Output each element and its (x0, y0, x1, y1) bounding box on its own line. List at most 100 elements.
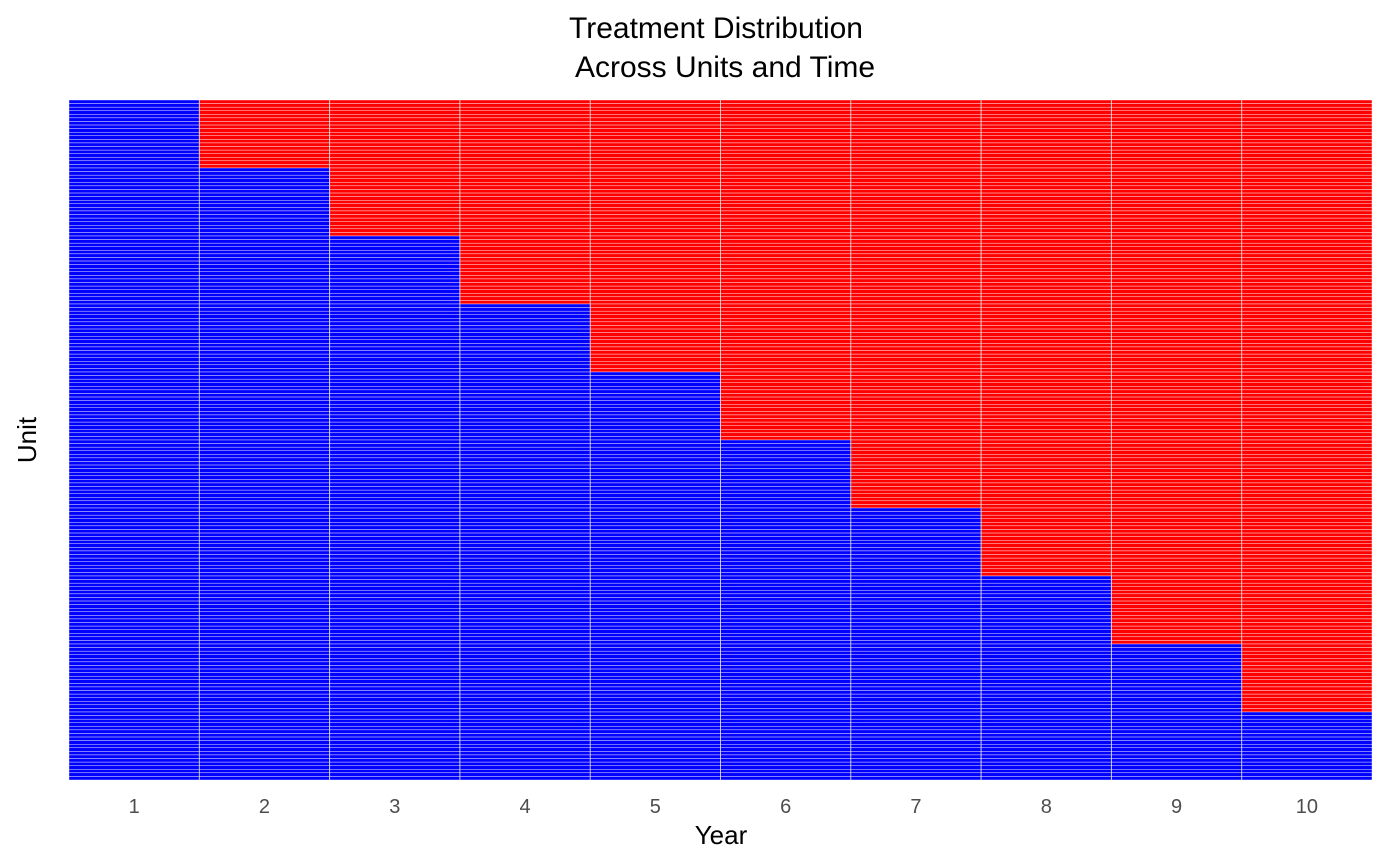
heatmap-cell-treated (459, 285, 591, 290)
heatmap-cell-treated (980, 296, 1112, 301)
heatmap-cell-treated (980, 396, 1112, 401)
heatmap-cell-treated (459, 146, 591, 151)
heatmap-cell-untreated (459, 754, 591, 759)
heatmap-cell-untreated (850, 744, 982, 748)
heatmap-cell-untreated (720, 568, 852, 573)
heatmap-cell-untreated (68, 357, 200, 362)
heatmap-cell-treated (720, 132, 852, 136)
heatmap-cell-treated (980, 314, 1112, 319)
heatmap-cell-treated (590, 239, 721, 244)
heatmap-cell-treated (1241, 257, 1373, 262)
heatmap-cell-untreated (68, 407, 200, 412)
heatmap-cell-untreated (199, 776, 330, 781)
heatmap-cell-treated (1241, 217, 1373, 222)
heatmap-cell-treated (590, 189, 721, 194)
heatmap-cell-treated (720, 167, 852, 172)
heatmap-cell-untreated (720, 733, 852, 738)
heatmap-cell-treated (1111, 404, 1242, 408)
heatmap-cell-treated (590, 289, 721, 294)
heatmap-cell-untreated (68, 489, 200, 494)
heatmap-cell-untreated (1111, 686, 1242, 691)
heatmap-cell-treated (1111, 293, 1242, 298)
heatmap-cell-untreated (68, 726, 200, 731)
heatmap-cell-untreated (459, 407, 591, 412)
heatmap-cell-untreated (329, 686, 461, 691)
heatmap-cell-treated (980, 160, 1112, 165)
heatmap-cell-untreated (68, 246, 200, 251)
heatmap-cell-treated (1111, 157, 1242, 162)
heatmap-cell-untreated (1111, 704, 1242, 709)
heatmap-cell-untreated (1111, 711, 1242, 716)
heatmap-cell-treated (329, 117, 461, 122)
heatmap-cell-treated (720, 110, 852, 115)
heatmap-cell-treated (329, 135, 461, 140)
heatmap-cell-treated (720, 418, 852, 423)
heatmap-cell-untreated (199, 690, 330, 695)
heatmap-cell-untreated (590, 582, 721, 587)
heatmap-cell-treated (1241, 264, 1373, 269)
heatmap-cell-treated (1241, 486, 1373, 491)
heatmap-cell-treated (590, 368, 721, 373)
heatmap-cell-treated (1241, 421, 1373, 426)
heatmap-cell-untreated (590, 708, 721, 713)
heatmap-cell-treated (329, 103, 461, 108)
heatmap-cell-untreated (199, 300, 330, 305)
heatmap-cell-treated (850, 375, 982, 380)
heatmap-cell-untreated (68, 622, 200, 627)
heatmap-cell-untreated (199, 550, 330, 555)
heatmap-cell-treated (199, 164, 330, 169)
heatmap-cell-treated (1111, 264, 1242, 269)
heatmap-cell-untreated (68, 479, 200, 484)
heatmap-cell-treated (1241, 654, 1373, 659)
heatmap-cell-untreated (68, 693, 200, 698)
heatmap-cell-treated (980, 346, 1112, 351)
heatmap-cell-treated (590, 257, 721, 262)
heatmap-cell-treated (329, 164, 461, 169)
heatmap-cell-treated (459, 275, 591, 280)
heatmap-cell-treated (1241, 242, 1373, 247)
heatmap-cell-untreated (68, 386, 200, 391)
heatmap-cell-treated (720, 246, 852, 251)
heatmap-cell-untreated (68, 242, 200, 247)
heatmap-cell-untreated (980, 711, 1112, 716)
heatmap-cell-treated (1111, 300, 1242, 305)
heatmap-cell-treated (980, 371, 1112, 376)
heatmap-cell-untreated (459, 378, 591, 383)
heatmap-cell-treated (459, 139, 591, 144)
heatmap-cell-untreated (199, 214, 330, 219)
heatmap-cell-untreated (720, 600, 852, 605)
heatmap-cell-untreated (590, 726, 721, 731)
heatmap-cell-untreated (590, 672, 721, 677)
heatmap-cell-treated (720, 289, 852, 294)
heatmap-cell-untreated (68, 500, 200, 505)
heatmap-cell-treated (1111, 246, 1242, 251)
heatmap-cell-untreated (720, 658, 852, 663)
heatmap-cell-untreated (980, 754, 1112, 759)
heatmap-cell-untreated (329, 339, 461, 344)
heatmap-cell-treated (1241, 582, 1373, 587)
heatmap-cell-treated (1111, 285, 1242, 290)
heatmap-cell-untreated (850, 540, 982, 544)
heatmap-cell-untreated (199, 625, 330, 630)
heatmap-cell-treated (850, 189, 982, 194)
heatmap-cell-treated (1241, 693, 1373, 698)
heatmap-cell-treated (1241, 336, 1373, 340)
heatmap-cell-treated (590, 336, 721, 340)
heatmap-cell-untreated (850, 726, 982, 731)
heatmap-cell-untreated (199, 540, 330, 544)
heatmap-cell-untreated (1241, 736, 1373, 741)
heatmap-cell-untreated (199, 507, 330, 512)
heatmap-cell-untreated (720, 590, 852, 595)
heatmap-cell-treated (1241, 114, 1373, 119)
heatmap-cell-untreated (199, 357, 330, 362)
heatmap-cell-treated (1111, 214, 1242, 219)
heatmap-cell-treated (1111, 171, 1242, 176)
heatmap-cell-untreated (1111, 665, 1242, 670)
heatmap-cell-untreated (68, 769, 200, 774)
heatmap-cell-treated (980, 114, 1112, 119)
heatmap-cell-untreated (199, 307, 330, 312)
heatmap-cell-treated (199, 117, 330, 122)
heatmap-cell-untreated (199, 189, 330, 194)
heatmap-cell-treated (329, 124, 461, 129)
x-tick-label: 3 (389, 796, 400, 818)
